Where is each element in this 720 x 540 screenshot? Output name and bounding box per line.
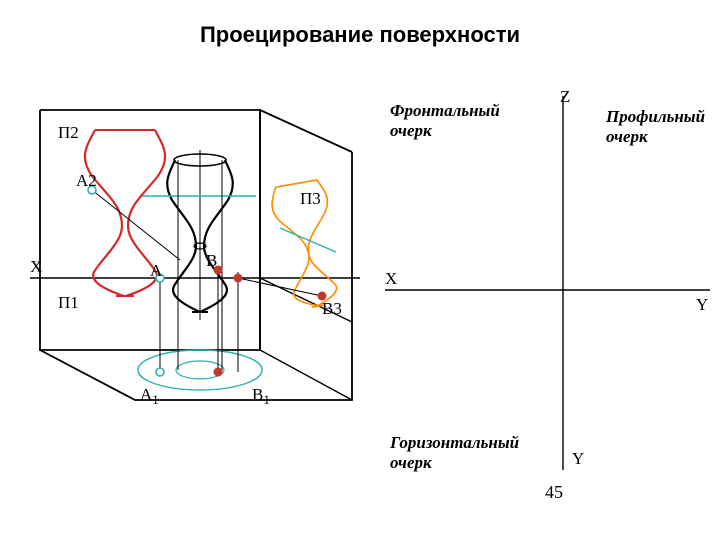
label-profile: Профильный очерк: [605, 107, 709, 146]
label-b1: В1: [252, 385, 270, 407]
right-figure: X Z Y Y Фронтальный очерк Профильный оче…: [385, 87, 710, 472]
label-a1: А1: [140, 385, 159, 407]
box-front: [40, 110, 260, 350]
label-a: А: [150, 261, 163, 280]
label-frontal: Фронтальный очерк: [390, 101, 504, 140]
page-title: Проецирование поверхности: [200, 22, 520, 47]
left-figure: П2 П1 П3 X: [30, 110, 360, 407]
label-x-left: X: [30, 257, 42, 276]
label-p1: П1: [58, 293, 79, 312]
point-b-aux: [234, 274, 243, 283]
box-floor-diag: [260, 350, 352, 400]
label-x-right: X: [385, 269, 397, 288]
label-b: В: [206, 251, 217, 270]
point-b1: [214, 368, 223, 377]
label-y-right: Y: [696, 295, 708, 314]
label-a2: А2: [76, 171, 97, 190]
box-top-slant: [260, 110, 352, 152]
label-y-down: Y: [572, 449, 584, 468]
label-p2: П2: [58, 123, 79, 142]
point-a1: [156, 368, 164, 376]
label-horizontal: Горизонтальный очерк: [389, 433, 523, 472]
label-b3: В3: [322, 299, 342, 318]
label-p3: П3: [300, 189, 321, 208]
label-z: Z: [560, 87, 570, 106]
page-number: 45: [545, 482, 563, 502]
